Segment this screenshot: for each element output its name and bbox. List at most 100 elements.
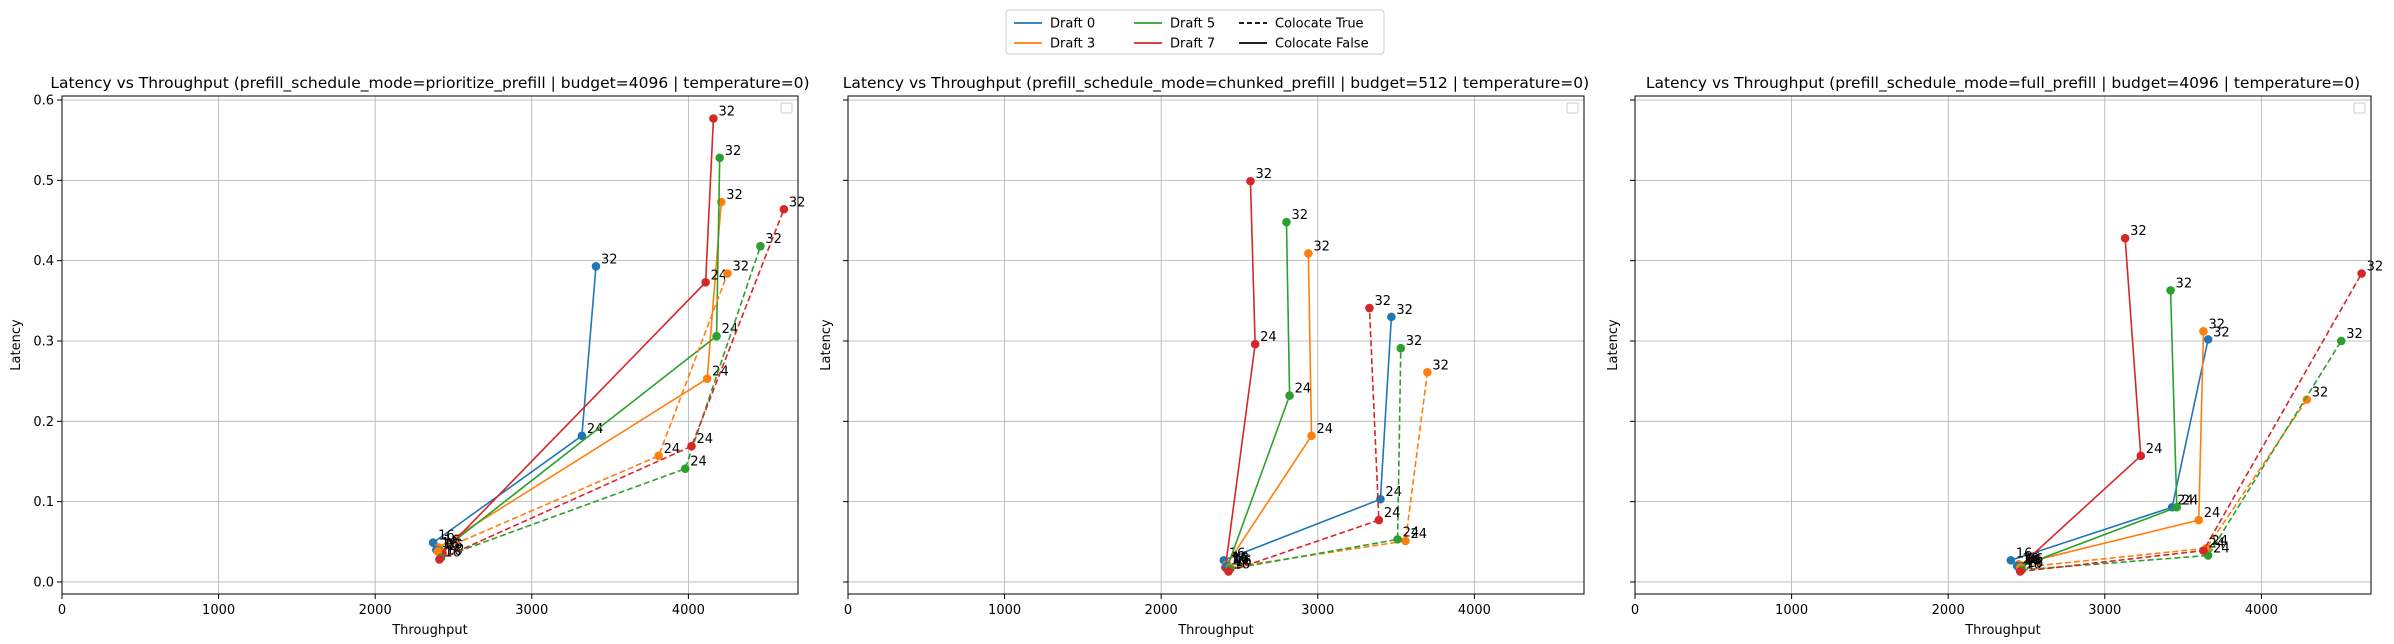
y-axis-label: Latency bbox=[819, 319, 834, 371]
data-point-label: 24 bbox=[2182, 493, 2199, 508]
data-point-label: 32 bbox=[1255, 167, 1272, 182]
data-point-label: 24 bbox=[1410, 527, 1427, 542]
y-tick-label: 0.3 bbox=[33, 334, 54, 349]
y-tick-label: 0.5 bbox=[33, 174, 54, 189]
legend-label: Draft 3 bbox=[1050, 37, 1095, 52]
axes-legend-box bbox=[1566, 102, 1579, 114]
data-point-draft-0 bbox=[2203, 335, 2213, 344]
series-group: 1624321624321624321624321616243216243216… bbox=[1219, 167, 1449, 576]
y-axis-label: Latency bbox=[9, 319, 24, 371]
data-point-label: 16 bbox=[1233, 552, 1250, 567]
data-point-draft-5 bbox=[680, 464, 690, 473]
data-point-draft-7 bbox=[1250, 339, 1260, 349]
data-point-draft-3 bbox=[723, 269, 732, 278]
data-point-label: 24 bbox=[690, 455, 707, 470]
x-tick-label: 3000 bbox=[1301, 603, 1334, 618]
y-axis-label: Latency bbox=[1606, 319, 1621, 371]
data-point-label: 16 bbox=[2027, 556, 2044, 571]
data-point-label: 32 bbox=[1406, 334, 1423, 349]
data-point-label: 16 bbox=[1232, 550, 1249, 565]
axes-frame bbox=[847, 95, 1585, 595]
data-point-draft-5 bbox=[2172, 502, 2182, 512]
y-tick-label: 0.2 bbox=[33, 415, 54, 430]
data-point-label: 24 bbox=[2204, 506, 2221, 521]
data-point-draft-3 bbox=[2302, 395, 2312, 404]
x-axis-label: Throughput bbox=[391, 623, 468, 638]
data-point-label: 32 bbox=[1374, 294, 1391, 309]
data-point-label: 32 bbox=[726, 188, 743, 203]
data-point-draft-3 bbox=[702, 374, 712, 384]
data-point-draft-5 bbox=[756, 241, 765, 251]
x-tick-label: 2000 bbox=[1932, 603, 1965, 618]
data-point-label: 32 bbox=[789, 195, 806, 210]
legend-label: Draft 7 bbox=[1170, 37, 1215, 52]
legend-label: Colocate False bbox=[1275, 37, 1369, 52]
data-point-draft-7 bbox=[2120, 233, 2130, 243]
data-point-draft-5 bbox=[1282, 217, 1291, 227]
data-point-draft-3 bbox=[1307, 431, 1316, 441]
grid bbox=[61, 96, 798, 594]
data-point-label: 24 bbox=[2212, 534, 2229, 549]
data-point-label: 32 bbox=[2346, 327, 2363, 342]
data-point-draft-3 bbox=[2194, 515, 2204, 525]
data-point-label: 24 bbox=[1260, 330, 1277, 345]
legend: Draft 0 Draft 3 Draft 5 Draft 7 Colocate Tru… bbox=[1005, 9, 1385, 55]
subplot-3: 0 1000 2000 3000 4000 Throughput Latency Latenc… bbox=[1606, 74, 2383, 638]
axis-ticks: 0 1000 2000 3000 4000 bbox=[1630, 99, 2278, 618]
series-line-draft-0-colocate-false bbox=[432, 266, 597, 544]
x-tick-label: 2000 bbox=[359, 603, 392, 618]
data-point-label: 16 bbox=[1230, 553, 1247, 568]
x-tick-label: 0 bbox=[58, 603, 66, 618]
data-point-label: 16 bbox=[444, 533, 461, 548]
data-point-label: 32 bbox=[1291, 208, 1308, 223]
data-point-label: 16 bbox=[2025, 558, 2042, 573]
data-point-label: 32 bbox=[1396, 303, 1413, 318]
subplot-title: Latency vs Throughput (prefill_schedule_… bbox=[1646, 74, 2360, 93]
data-point-draft-7 bbox=[2136, 451, 2146, 461]
data-point-label: 16 bbox=[2024, 550, 2041, 565]
series-line-draft-3-colocate-false bbox=[1226, 253, 1313, 565]
data-point-label: 32 bbox=[718, 104, 735, 119]
x-tick-label: 1000 bbox=[1775, 603, 1808, 618]
data-point-label: 16 bbox=[441, 536, 458, 551]
data-point-draft-7 bbox=[2199, 546, 2208, 555]
data-point-label: 24 bbox=[2208, 537, 2225, 552]
data-point-draft-7 bbox=[701, 278, 710, 287]
data-point-draft-3 bbox=[654, 451, 663, 461]
data-point-label: 24 bbox=[711, 268, 728, 283]
data-point-label: 16 bbox=[444, 545, 461, 560]
x-tick-label: 1000 bbox=[988, 603, 1021, 618]
series-line-draft-5-colocate-false bbox=[2021, 290, 2178, 567]
data-point-label: 24 bbox=[2177, 493, 2194, 508]
subplot-title: Latency vs Throughput (prefill_schedule_… bbox=[50, 74, 809, 93]
series-line-draft-5-colocate-false bbox=[440, 157, 721, 553]
data-point-draft-3 bbox=[1401, 536, 1410, 546]
data-point-label: 24 bbox=[1295, 382, 1312, 397]
data-point-draft-0 bbox=[2006, 555, 2016, 565]
x-axis-label: Throughput bbox=[1177, 623, 1254, 638]
data-point-draft-7 bbox=[1246, 176, 1255, 186]
legend-label: Draft 5 bbox=[1170, 17, 1215, 32]
data-point-label: 16 bbox=[2022, 552, 2039, 567]
subplot-2: 0 1000 2000 3000 4000 Throughput Latency Latenc… bbox=[819, 74, 1589, 638]
data-point-label: 16 bbox=[1235, 555, 1252, 570]
series-line-draft-5-colocate-true bbox=[440, 245, 762, 559]
data-point-label: 24 bbox=[1403, 525, 1420, 540]
x-tick-label: 4000 bbox=[2245, 603, 2278, 618]
data-point-draft-7 bbox=[2015, 567, 2025, 576]
axes-legend-box bbox=[780, 102, 793, 114]
data-point-draft-5 bbox=[2166, 286, 2175, 295]
data-point-label: 24 bbox=[1384, 506, 1401, 521]
data-point-draft-5 bbox=[715, 153, 725, 163]
data-point-label: 16 bbox=[1234, 558, 1251, 573]
data-point-label: 16 bbox=[2024, 553, 2041, 568]
series-line-draft-7-colocate-true bbox=[1228, 308, 1380, 573]
axes-legend-box bbox=[2353, 102, 2366, 114]
data-point-label: 16 bbox=[443, 537, 460, 552]
x-tick-label: 3000 bbox=[515, 603, 548, 618]
data-point-label: 32 bbox=[2208, 317, 2225, 332]
y-tick-label: 0.0 bbox=[33, 575, 54, 590]
data-point-draft-7 bbox=[779, 204, 789, 214]
